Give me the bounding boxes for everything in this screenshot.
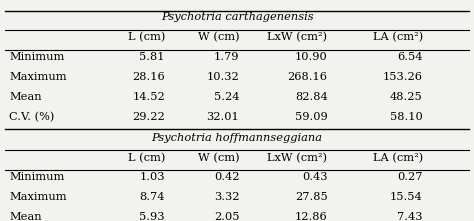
Text: 14.52: 14.52 (132, 92, 165, 102)
Text: L (cm): L (cm) (128, 152, 165, 163)
Text: Maximum: Maximum (9, 192, 67, 202)
Text: 7.43: 7.43 (397, 212, 423, 221)
Text: W (cm): W (cm) (198, 152, 239, 163)
Text: 0.42: 0.42 (214, 172, 239, 183)
Text: 82.84: 82.84 (295, 92, 328, 102)
Text: 0.43: 0.43 (302, 172, 328, 183)
Text: 29.22: 29.22 (132, 112, 165, 122)
Text: C.V. (%): C.V. (%) (9, 112, 55, 122)
Text: Psychotria carthagenensis: Psychotria carthagenensis (161, 12, 313, 22)
Text: Minimum: Minimum (9, 172, 65, 183)
Text: 2.05: 2.05 (214, 212, 239, 221)
Text: 8.74: 8.74 (139, 192, 165, 202)
Text: Mean: Mean (9, 92, 42, 102)
Text: 28.16: 28.16 (132, 72, 165, 82)
Text: 5.81: 5.81 (139, 52, 165, 62)
Text: LA (cm²): LA (cm²) (373, 152, 423, 163)
Text: 5.24: 5.24 (214, 92, 239, 102)
Text: 27.85: 27.85 (295, 192, 328, 202)
Text: W (cm): W (cm) (198, 32, 239, 42)
Text: LxW (cm²): LxW (cm²) (267, 32, 328, 42)
Text: Mean: Mean (9, 212, 42, 221)
Text: 0.27: 0.27 (397, 172, 423, 183)
Text: 1.79: 1.79 (214, 52, 239, 62)
Text: L (cm): L (cm) (128, 32, 165, 42)
Text: 10.90: 10.90 (295, 52, 328, 62)
Text: 59.09: 59.09 (295, 112, 328, 122)
Text: 268.16: 268.16 (288, 72, 328, 82)
Text: 58.10: 58.10 (390, 112, 423, 122)
Text: 153.26: 153.26 (383, 72, 423, 82)
Text: 10.32: 10.32 (207, 72, 239, 82)
Text: LxW (cm²): LxW (cm²) (267, 152, 328, 163)
Text: 5.93: 5.93 (139, 212, 165, 221)
Text: 12.86: 12.86 (295, 212, 328, 221)
Text: 1.03: 1.03 (139, 172, 165, 183)
Text: LA (cm²): LA (cm²) (373, 32, 423, 42)
Text: 48.25: 48.25 (390, 92, 423, 102)
Text: 15.54: 15.54 (390, 192, 423, 202)
Text: Maximum: Maximum (9, 72, 67, 82)
Text: 6.54: 6.54 (397, 52, 423, 62)
Text: 3.32: 3.32 (214, 192, 239, 202)
Text: 32.01: 32.01 (207, 112, 239, 122)
Text: Psychotria hoffmannseggiana: Psychotria hoffmannseggiana (152, 133, 322, 143)
Text: Minimum: Minimum (9, 52, 65, 62)
